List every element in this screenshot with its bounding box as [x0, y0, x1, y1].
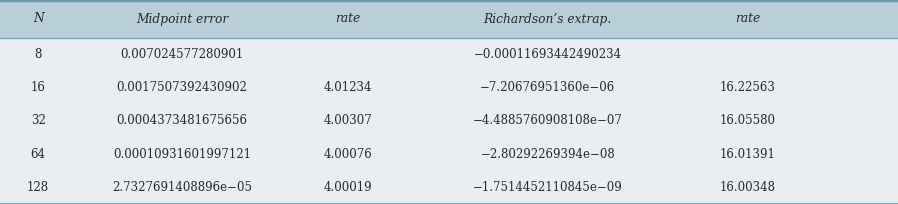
Text: 0.0017507392430902: 0.0017507392430902	[117, 81, 247, 94]
Text: Richardson’s extrap.: Richardson’s extrap.	[484, 12, 612, 26]
Text: 0.0004373481675656: 0.0004373481675656	[117, 114, 247, 128]
Text: 8: 8	[34, 48, 42, 61]
Text: 4.01234: 4.01234	[323, 81, 373, 94]
Text: −1.7514452110845e−09: −1.7514452110845e−09	[473, 181, 622, 194]
Text: −2.80292269394e−08: −2.80292269394e−08	[480, 148, 615, 161]
Text: N: N	[33, 12, 43, 26]
Text: 16.22563: 16.22563	[719, 81, 776, 94]
Text: 16.01391: 16.01391	[719, 148, 776, 161]
Text: −4.4885760908108e−07: −4.4885760908108e−07	[473, 114, 622, 128]
Text: 32: 32	[31, 114, 46, 128]
Text: 0.007024577280901: 0.007024577280901	[120, 48, 243, 61]
Bar	[0, 38, 898, 204]
Text: 16.05580: 16.05580	[719, 114, 776, 128]
Text: 64: 64	[31, 148, 46, 161]
Text: Midpoint error: Midpoint error	[136, 12, 228, 26]
Text: 16: 16	[31, 81, 46, 94]
Bar	[0, 0, 898, 38]
Text: −7.20676951360e−06: −7.20676951360e−06	[480, 81, 615, 94]
Text: 4.00019: 4.00019	[323, 181, 373, 194]
Text: 128: 128	[27, 181, 49, 194]
Text: 4.00076: 4.00076	[323, 148, 373, 161]
Text: 2.7327691408896e−05: 2.7327691408896e−05	[112, 181, 251, 194]
Text: rate: rate	[335, 12, 361, 26]
Text: 0.00010931601997121: 0.00010931601997121	[113, 148, 251, 161]
Text: 4.00307: 4.00307	[323, 114, 373, 128]
Text: rate: rate	[735, 12, 761, 26]
Text: −0.00011693442490234: −0.00011693442490234	[474, 48, 621, 61]
Text: 16.00348: 16.00348	[719, 181, 776, 194]
